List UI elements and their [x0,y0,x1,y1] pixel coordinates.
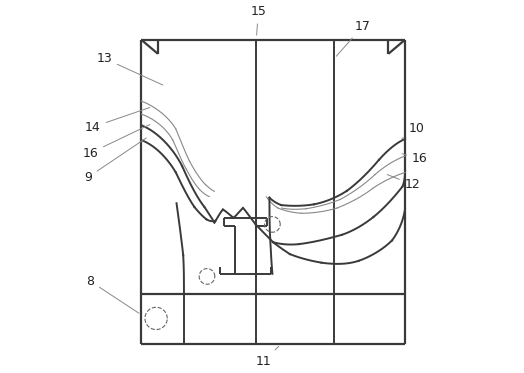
Text: 8: 8 [86,275,139,313]
Text: 16: 16 [402,152,428,165]
Text: 16: 16 [82,125,150,160]
Text: 14: 14 [85,107,150,134]
Text: 13: 13 [96,52,163,85]
Text: 10: 10 [402,122,424,138]
Text: 12: 12 [387,175,420,191]
Text: 17: 17 [336,20,370,56]
Text: 11: 11 [256,347,279,368]
Text: 15: 15 [250,5,266,35]
Text: 9: 9 [84,138,146,184]
